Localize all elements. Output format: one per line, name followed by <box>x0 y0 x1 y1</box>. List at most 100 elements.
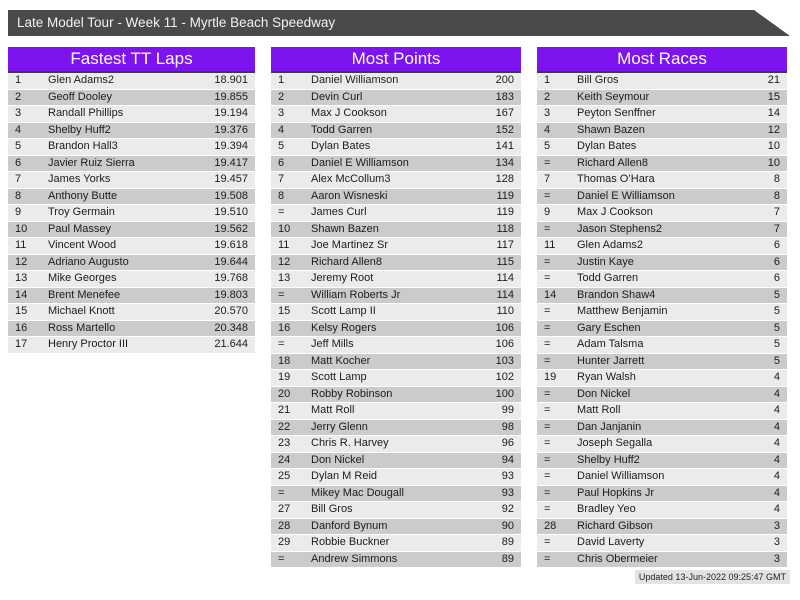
rank-cell: = <box>544 503 551 515</box>
value-cell: 5 <box>773 288 780 301</box>
rank-cell: 3 <box>15 107 22 119</box>
leaderboard-row: 15 Scott Lamp II 110 <box>271 304 521 321</box>
leaderboard-row: = Don Nickel 4 <box>537 386 787 403</box>
leaderboard-row: 8 Aaron Wisneski 119 <box>271 188 521 205</box>
value-cell: 93 <box>501 486 514 499</box>
value-cell: 19.508 <box>214 189 248 202</box>
value-cell: 3 <box>773 519 780 532</box>
leaderboard-row: 11 Joe Martinez Sr 117 <box>271 238 521 255</box>
driver-name-cell: Matthew Benjamin <box>577 305 668 317</box>
value-cell: 19.194 <box>214 107 248 119</box>
driver-name-cell: Shawn Bazen <box>577 123 645 136</box>
driver-name-cell: James Yorks <box>48 173 111 185</box>
rank-cell: = <box>544 222 551 235</box>
rank-cell: 14 <box>15 288 28 301</box>
leaderboard-row: = David Laverty 3 <box>537 535 787 552</box>
rank-cell: 24 <box>278 453 291 466</box>
driver-name-cell: Don Nickel <box>577 387 631 400</box>
leaderboard-row: = Todd Garren 6 <box>537 271 787 288</box>
rank-cell: 27 <box>278 503 291 515</box>
driver-name-cell: Michael Knott <box>48 305 115 317</box>
driver-name-cell: Devin Curl <box>311 90 363 103</box>
value-cell: 19.417 <box>214 156 248 169</box>
value-cell: 21.644 <box>214 338 248 350</box>
leaderboard-row: = Mikey Mac Dougall 93 <box>271 485 521 502</box>
value-cell: 5 <box>773 354 780 367</box>
rank-cell: 10 <box>15 222 28 235</box>
driver-name-cell: Dylan M Reid <box>311 470 378 482</box>
value-cell: 89 <box>501 536 514 548</box>
leaderboard-title: Most Points <box>271 47 521 73</box>
rank-cell: 13 <box>278 272 291 284</box>
rank-cell: 8 <box>278 189 285 202</box>
leaderboard-row: 2 Keith Seymour 15 <box>537 89 787 106</box>
leaderboard-row: 14 Brent Menefee 19.803 <box>8 287 255 304</box>
value-cell: 8 <box>773 173 780 185</box>
leaderboard-row: 4 Todd Garren 152 <box>271 122 521 139</box>
rank-cell: 28 <box>278 519 291 532</box>
driver-name-cell: William Roberts Jr <box>311 288 401 301</box>
driver-name-cell: Richard Allen8 <box>311 255 382 268</box>
driver-name-cell: Todd Garren <box>577 272 639 284</box>
value-cell: 5 <box>773 321 780 334</box>
leaderboard-row: 29 Robbie Buckner 89 <box>271 535 521 552</box>
rank-cell: 25 <box>278 470 291 482</box>
leaderboard-row: = Jeff Mills 106 <box>271 337 521 354</box>
leaderboard-row: = Daniel Williamson 4 <box>537 469 787 486</box>
rank-cell: 15 <box>15 305 28 317</box>
rank-cell: 1 <box>15 74 22 86</box>
value-cell: 8 <box>773 189 780 202</box>
driver-name-cell: Javier Ruiz Sierra <box>48 156 135 169</box>
leaderboard-row: 12 Richard Allen8 115 <box>271 254 521 271</box>
value-cell: 106 <box>495 338 514 350</box>
driver-name-cell: Glen Adams2 <box>577 239 644 251</box>
leaderboard-rows: 1 Daniel Williamson 200 2 Devin Curl 183 3 Max … <box>271 73 521 568</box>
value-cell: 7 <box>773 206 780 218</box>
rank-cell: 21 <box>278 404 291 416</box>
driver-name-cell: Todd Garren <box>311 123 373 136</box>
driver-name-cell: Daniel Williamson <box>311 74 399 86</box>
driver-name-cell: Anthony Butte <box>48 189 118 202</box>
leaderboard-row: 12 Adriano Augusto 19.644 <box>8 254 255 271</box>
value-cell: 19.457 <box>214 173 248 185</box>
rank-cell: = <box>278 486 285 499</box>
leaderboard-row: 28 Richard Gibson 3 <box>537 518 787 535</box>
value-cell: 19.803 <box>214 288 248 301</box>
value-cell: 115 <box>496 255 514 268</box>
rank-cell: = <box>544 354 551 367</box>
value-cell: 4 <box>773 387 780 400</box>
rank-cell: 2 <box>278 90 285 103</box>
rank-cell: 28 <box>544 519 557 532</box>
driver-name-cell: Don Nickel <box>311 453 365 466</box>
driver-name-cell: Bradley Yeo <box>577 503 636 515</box>
leaderboard-row: 18 Matt Kocher 103 <box>271 353 521 370</box>
driver-name-cell: Chris R. Harvey <box>311 437 389 449</box>
rank-cell: 11 <box>15 239 27 251</box>
driver-name-cell: Daniel Williamson <box>577 470 665 482</box>
driver-name-cell: Peyton Senffner <box>577 107 656 119</box>
leaderboard-title: Most Races <box>537 47 787 73</box>
leaderboard-row: = Jason Stephens2 7 <box>537 221 787 238</box>
driver-name-cell: James Curl <box>311 206 367 218</box>
leaderboard-row: 3 Max J Cookson 167 <box>271 106 521 123</box>
driver-name-cell: Robbie Buckner <box>311 536 390 548</box>
rank-cell: = <box>544 536 551 548</box>
leaderboard-row: 19 Ryan Walsh 4 <box>537 370 787 387</box>
value-cell: 93 <box>501 470 514 482</box>
value-cell: 4 <box>773 453 780 466</box>
leaderboard-row: = Bradley Yeo 4 <box>537 502 787 519</box>
leaderboard-row: 3 Peyton Senffner 14 <box>537 106 787 123</box>
value-cell: 200 <box>495 74 514 86</box>
leaderboard-row: = Gary Eschen 5 <box>537 320 787 337</box>
rank-cell: 8 <box>15 189 22 202</box>
value-cell: 92 <box>501 503 514 515</box>
value-cell: 14 <box>767 107 780 119</box>
value-cell: 19.394 <box>214 140 248 152</box>
value-cell: 20.348 <box>214 321 248 334</box>
leaderboard-row: 20 Robby Robinson 100 <box>271 386 521 403</box>
leaderboard-row: 6 Daniel E Williamson 134 <box>271 155 521 172</box>
leaderboard-row: 22 Jerry Glenn 98 <box>271 419 521 436</box>
rank-cell: = <box>278 206 285 218</box>
value-cell: 19.376 <box>214 123 248 136</box>
driver-name-cell: David Laverty <box>577 536 645 548</box>
